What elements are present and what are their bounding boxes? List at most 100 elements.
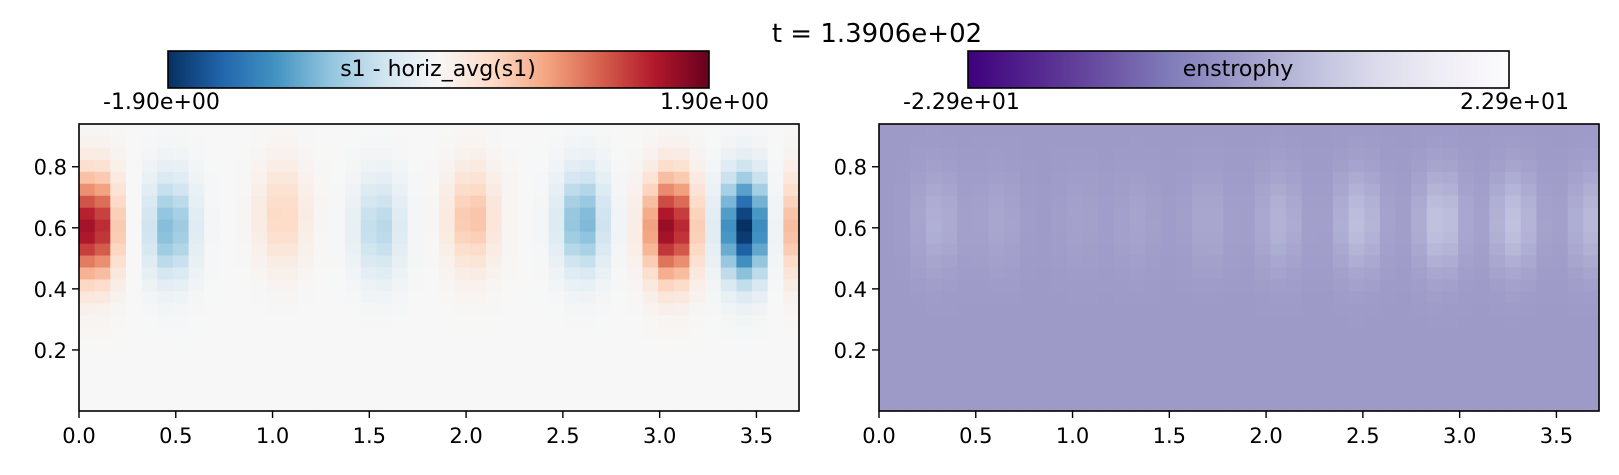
heatmap-cell	[360, 351, 377, 364]
heatmap-cell	[767, 267, 784, 281]
heatmap-cell	[501, 243, 518, 257]
heatmap-cell	[1285, 399, 1303, 412]
heatmap-cell	[1317, 387, 1334, 400]
heatmap-cell	[251, 135, 268, 149]
heatmap-cell	[125, 207, 143, 221]
heatmap-cell	[595, 243, 612, 257]
heatmap-cell	[894, 387, 911, 400]
heatmap-cell	[188, 327, 205, 340]
heatmap-cell	[1426, 159, 1444, 173]
heatmap-cell	[454, 124, 471, 137]
heatmap-cell	[485, 363, 503, 376]
heatmap-cell	[485, 279, 503, 293]
heatmap-cell	[1019, 219, 1037, 233]
heatmap-cell	[501, 255, 518, 269]
heatmap-cell	[94, 159, 111, 173]
heatmap-cell	[564, 243, 581, 257]
heatmap-cell	[1458, 231, 1475, 245]
heatmap-cell	[251, 255, 268, 269]
heatmap-cell	[251, 231, 268, 245]
heatmap-cell	[988, 399, 1005, 412]
heatmap-cell	[1098, 363, 1115, 376]
heatmap-cell	[1223, 135, 1240, 149]
heatmap-cell	[1536, 159, 1553, 173]
heatmap-cell	[1223, 183, 1240, 197]
heatmap-cell	[1395, 315, 1412, 328]
heatmap-cell	[579, 147, 597, 161]
heatmap-cell	[1411, 231, 1428, 245]
heatmap-cell	[1473, 327, 1491, 340]
heatmap-cell	[1035, 171, 1052, 185]
heatmap-cell	[1552, 147, 1569, 161]
heatmap-cell	[485, 291, 503, 304]
heatmap-cell	[392, 291, 409, 304]
heatmap-cell	[345, 339, 362, 352]
heatmap-cell	[188, 124, 205, 137]
heatmap-cell	[972, 171, 990, 185]
heatmap-cell	[1176, 291, 1193, 304]
heatmap-cell	[1411, 399, 1428, 412]
heatmap-cell	[736, 339, 753, 352]
heatmap-cell	[282, 195, 299, 209]
heatmap-cell	[266, 291, 284, 304]
heatmap-cell	[251, 387, 268, 400]
heatmap-cell	[1082, 183, 1099, 197]
heatmap-cell	[548, 207, 565, 221]
heatmap-cell	[517, 159, 534, 173]
heatmap-cell	[282, 231, 299, 245]
heatmap-cell	[79, 387, 96, 400]
heatmap-cell	[1004, 195, 1021, 209]
heatmap-cell	[266, 351, 284, 364]
heatmap-cell	[1301, 219, 1318, 233]
heatmap-cell	[548, 183, 565, 197]
heatmap-cell	[1051, 315, 1068, 328]
heatmap-cell	[1004, 279, 1021, 293]
heatmap-cell	[894, 351, 911, 364]
heatmap-cell	[957, 387, 974, 400]
heatmap-cell	[1473, 219, 1491, 233]
heatmap-cell	[1505, 327, 1522, 340]
heatmap-cell	[439, 267, 456, 281]
heatmap-cell	[642, 363, 659, 376]
heatmap-cell	[345, 195, 362, 209]
heatmap-cell	[485, 315, 503, 328]
heatmap-cell	[595, 387, 612, 400]
heatmap-cell	[1426, 195, 1444, 209]
heatmap-cell	[1285, 231, 1303, 245]
heatmap-cell	[454, 291, 471, 304]
heatmap-cell	[1145, 183, 1162, 197]
heatmap-cell	[1317, 399, 1334, 412]
heatmap-cell	[1129, 255, 1146, 269]
heatmap-cell	[219, 291, 237, 304]
heatmap-cell	[298, 255, 315, 269]
heatmap-cell	[957, 399, 974, 412]
heatmap-cell	[910, 135, 927, 149]
heatmap-cell	[626, 195, 644, 209]
heatmap-cell	[705, 399, 722, 412]
x-tick-label: 1.5	[353, 424, 386, 448]
heatmap-cell	[1035, 183, 1052, 197]
heatmap-cell	[1035, 243, 1052, 257]
axes-frame	[878, 123, 1600, 412]
heatmap-cell	[972, 147, 990, 161]
heatmap-cell	[673, 315, 691, 328]
heatmap-cell	[767, 339, 784, 352]
heatmap-cell	[235, 315, 252, 328]
heatmap-cell	[611, 279, 628, 293]
heatmap-cell	[705, 267, 722, 281]
heatmap-cell	[1223, 195, 1240, 209]
heatmap-cell	[1113, 195, 1131, 209]
heatmap-cell	[910, 183, 927, 197]
heatmap-cell	[1004, 243, 1021, 257]
heatmap-cell	[1301, 124, 1318, 137]
heatmap-cell	[1379, 279, 1397, 293]
heatmap-cell	[626, 124, 644, 137]
heatmap-cell	[141, 351, 158, 364]
heatmap-cell	[1004, 135, 1021, 149]
heatmap-cell	[1301, 339, 1318, 352]
heatmap-cell	[1442, 327, 1459, 340]
heatmap-cell	[1019, 195, 1037, 209]
heatmap-cell	[157, 351, 174, 364]
heatmap-cell	[423, 303, 440, 316]
heatmap-cell	[1129, 291, 1146, 304]
